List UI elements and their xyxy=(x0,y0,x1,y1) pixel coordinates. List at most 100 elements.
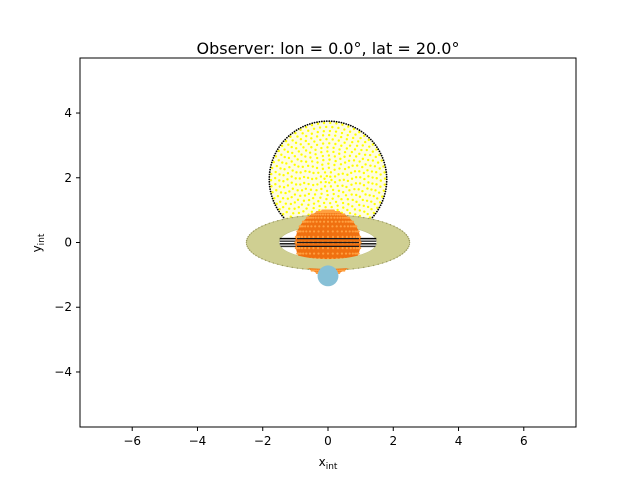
star-limb-point xyxy=(373,214,375,217)
star-point xyxy=(283,168,286,171)
star-point xyxy=(304,169,307,173)
planet-point xyxy=(299,252,302,255)
star-point xyxy=(316,130,319,134)
star-point xyxy=(331,197,334,200)
planet-point xyxy=(329,213,332,216)
star-limb-point xyxy=(274,152,277,155)
star-point xyxy=(270,172,273,176)
star-point xyxy=(358,195,362,198)
star-point xyxy=(311,165,315,168)
ring-edge-point xyxy=(268,261,271,263)
star-point xyxy=(347,159,351,163)
star-point xyxy=(341,123,344,126)
star-point xyxy=(355,193,358,197)
star-point xyxy=(312,127,316,131)
star-point xyxy=(343,167,347,171)
star-point xyxy=(336,208,339,212)
star-point xyxy=(278,179,281,182)
ring-edge-point xyxy=(246,237,248,240)
ring-edge-point xyxy=(389,224,392,226)
star-point xyxy=(350,177,354,180)
ring-edge-point xyxy=(401,253,404,255)
star-limb-point xyxy=(356,128,359,130)
star-point xyxy=(374,189,377,192)
ring-edge-point xyxy=(302,215,304,217)
star-limb-point xyxy=(268,171,271,173)
ring-edge-point xyxy=(408,245,410,248)
star-point xyxy=(276,194,280,198)
planet-point xyxy=(322,230,325,233)
star-point xyxy=(324,206,327,209)
star-point xyxy=(274,155,278,158)
ring-edge-point xyxy=(252,230,255,232)
star-point xyxy=(327,166,331,169)
star-point xyxy=(328,129,332,133)
star-point xyxy=(339,157,342,161)
planet-point xyxy=(312,230,316,233)
star-limb-point xyxy=(271,159,274,162)
star-limb-point xyxy=(378,150,381,153)
star-point xyxy=(347,203,350,206)
ring-edge-point xyxy=(347,214,349,217)
planet-point xyxy=(312,252,316,255)
star-point xyxy=(302,181,306,185)
planet-point xyxy=(345,235,348,238)
star-point xyxy=(350,150,354,154)
star-limb-point xyxy=(385,168,387,171)
star-point xyxy=(297,206,300,209)
ring-edge-point xyxy=(245,239,248,242)
star-limb-point xyxy=(269,168,271,171)
star-point xyxy=(273,176,277,180)
star-limb-point xyxy=(374,212,377,215)
ring-edge-point xyxy=(291,266,293,269)
planet-point xyxy=(326,213,330,216)
planet-point xyxy=(320,216,323,219)
star-point xyxy=(307,182,310,186)
planet-point xyxy=(326,235,330,238)
planet-point xyxy=(317,216,320,219)
star-point xyxy=(321,163,324,166)
star-point xyxy=(333,168,336,171)
star-point xyxy=(310,137,313,140)
star-limb-point xyxy=(376,146,378,149)
planet-point xyxy=(330,216,333,219)
star-point xyxy=(352,159,356,162)
ring-edge-point xyxy=(264,224,267,226)
star-point xyxy=(327,154,331,157)
star-point xyxy=(275,202,278,206)
ring-edge-point xyxy=(389,259,392,261)
planet-point xyxy=(326,252,330,255)
star-point xyxy=(334,200,338,204)
star-point xyxy=(354,155,358,158)
ring-edge-point xyxy=(286,265,288,268)
star-point xyxy=(284,191,287,195)
star-limb-point xyxy=(385,171,388,173)
planet-point xyxy=(341,216,344,219)
ring-edge-point xyxy=(377,263,379,266)
star-limb-point xyxy=(385,185,388,188)
star-point xyxy=(320,187,323,191)
star-point xyxy=(363,140,367,144)
planet-point xyxy=(331,247,335,250)
star-limb-point xyxy=(268,180,271,183)
star-point xyxy=(301,165,305,169)
planet-point xyxy=(340,230,344,233)
star-point xyxy=(316,161,319,164)
star-limb-point xyxy=(295,129,298,132)
star-point xyxy=(299,171,302,174)
star-limb-point xyxy=(352,125,354,128)
star-point xyxy=(324,125,328,129)
star-point xyxy=(316,183,319,186)
planet-point xyxy=(308,216,311,219)
star-point xyxy=(326,193,329,197)
planet-point xyxy=(357,252,360,255)
star-point xyxy=(315,156,319,160)
ring-edge-point xyxy=(399,254,401,257)
star-point xyxy=(354,176,358,179)
star-point xyxy=(293,193,297,196)
star-point xyxy=(323,177,326,180)
planet-point xyxy=(352,235,356,238)
ring-edge-point xyxy=(381,221,384,223)
star-point xyxy=(348,130,352,133)
planet-point xyxy=(304,225,307,228)
